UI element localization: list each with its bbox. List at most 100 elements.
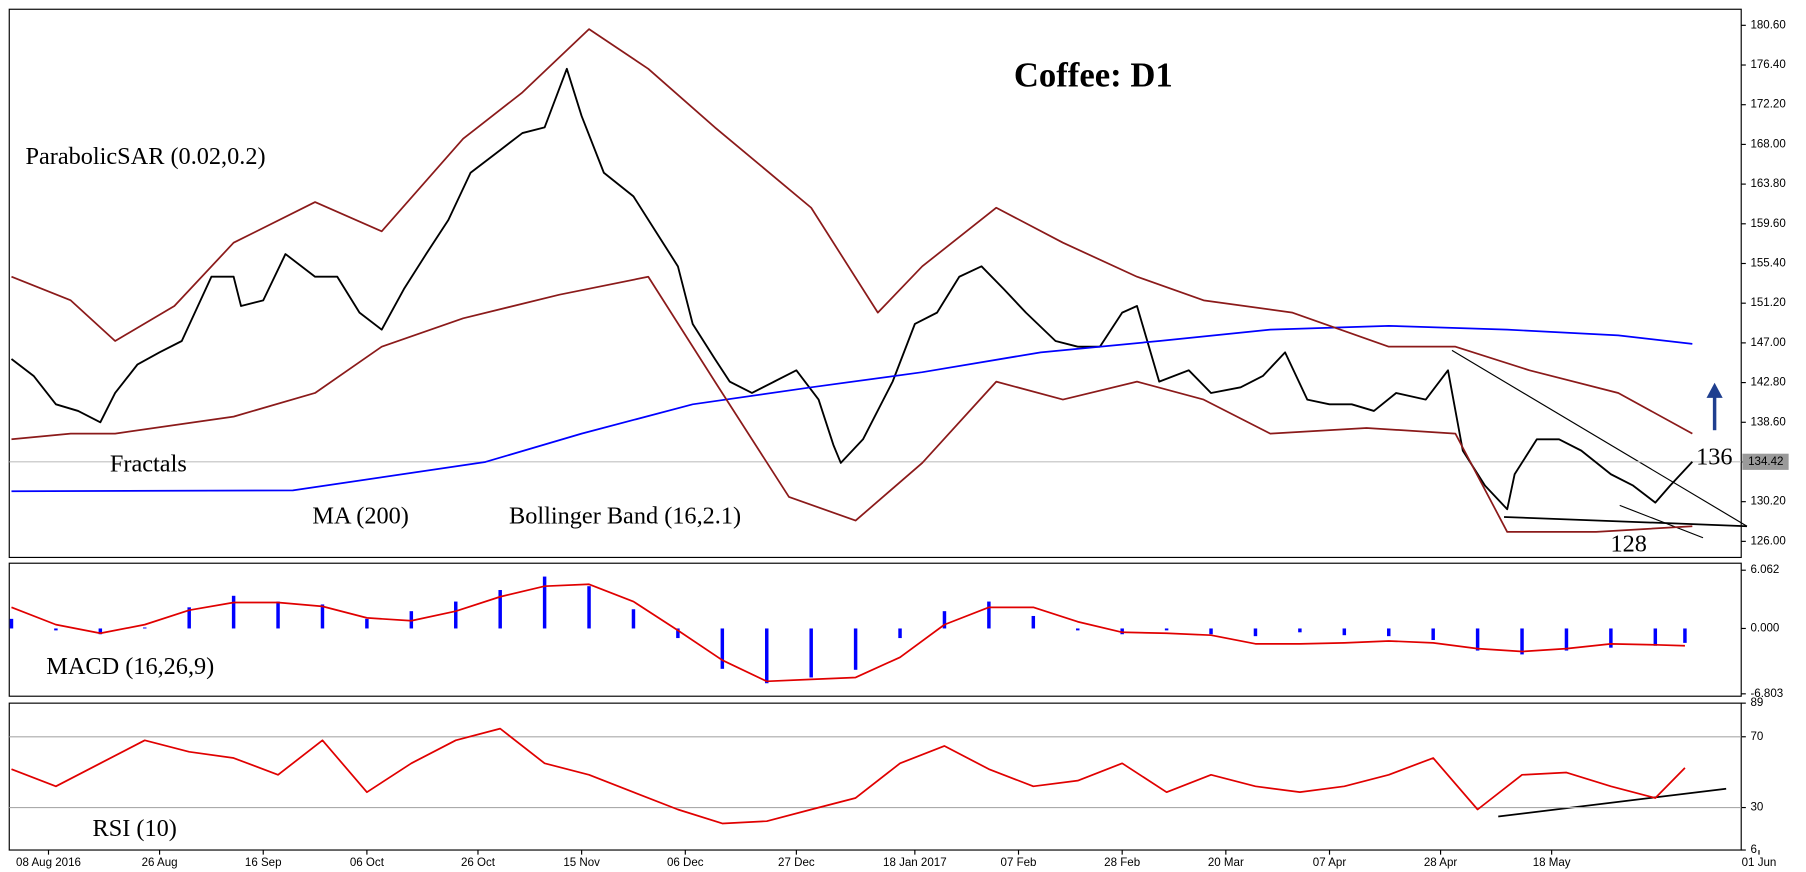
rsi-trend-line (1498, 787, 1727, 818)
y-tick-label: 168.00 (1750, 138, 1785, 150)
histogram-bar (942, 611, 947, 629)
x-tick-label: 06 Dec (667, 857, 704, 869)
histogram-bar (187, 607, 191, 629)
series-line (11, 325, 1693, 493)
arrow-head (1706, 382, 1723, 398)
series-label: MA (200) (312, 503, 408, 530)
histogram-bar (231, 595, 236, 629)
histogram-bar (9, 618, 14, 629)
histogram-bar (498, 590, 502, 629)
x-tick-label: 16 Sep (245, 857, 282, 869)
y-tick-label: 0.000 (1750, 623, 1779, 635)
y-tick-label: 126.00 (1750, 535, 1785, 547)
histogram-bar (1076, 628, 1080, 631)
y-tick-label: 176.40 (1750, 59, 1785, 71)
annotation: Bollinger Band (16,2.1) (509, 503, 741, 530)
histogram-bar (1683, 628, 1687, 643)
histogram-bar (587, 586, 591, 629)
x-tick-label: 15 Nov (563, 857, 600, 869)
y-tick-label: 155.40 (1750, 258, 1785, 270)
y-tick-label: 70 (1750, 731, 1763, 743)
histogram-bar (1031, 615, 1036, 629)
histogram-bar (365, 618, 369, 629)
histogram-bar (809, 628, 813, 678)
trend-line (1619, 504, 1704, 539)
y-tick-label: 159.60 (1750, 218, 1785, 230)
x-tick-label: 20 Mar (1208, 857, 1244, 869)
x-tick-label: 07 Feb (1001, 857, 1037, 869)
y-tick-label: 30 (1750, 802, 1763, 814)
histogram-bar (1253, 628, 1258, 637)
histogram-bar (409, 611, 414, 629)
annotation: Fractals (110, 451, 187, 478)
x-tick-label: 01 Jun (1742, 857, 1777, 869)
annotation: 136 (1696, 444, 1732, 471)
x-tick-label: 08 Aug 2016 (16, 857, 81, 869)
histogram-bar (454, 601, 458, 629)
last-value-box (1742, 453, 1789, 470)
series-line (11, 727, 1686, 825)
histogram-bar (1475, 628, 1480, 651)
histogram-bar (54, 628, 58, 631)
x-tick-label: 28 Apr (1424, 857, 1458, 869)
histogram-bar (320, 604, 325, 629)
last-value-label: 134.42 (1748, 456, 1783, 468)
indicator-title: MACD (16,26,9) (46, 653, 214, 680)
y-tick-label: 89 (1750, 697, 1763, 709)
histogram-bar (1120, 628, 1124, 635)
x-tick-label: 28 Feb (1104, 857, 1140, 869)
histogram-bar (1653, 628, 1658, 646)
histogram-bar (853, 628, 858, 670)
histogram-bar (720, 628, 725, 669)
x-tick-label: 27 Dec (778, 857, 815, 869)
histogram-bar (631, 609, 636, 629)
y-tick-label: 6.062 (1750, 564, 1779, 576)
histogram-bar (1209, 628, 1213, 635)
series-line (11, 275, 1693, 533)
x-tick-label: 26 Oct (461, 857, 496, 869)
histogram-bar (1342, 628, 1347, 636)
y-tick-label: 172.20 (1750, 99, 1785, 111)
histogram-bar (542, 576, 547, 629)
trend-line (1504, 516, 1748, 528)
y-tick-label: 180.60 (1750, 19, 1785, 31)
histogram-bar (143, 627, 147, 629)
y-tick-label: 6 (1750, 844, 1756, 856)
series-line (11, 583, 1685, 683)
trend-line (1451, 349, 1748, 527)
histogram-bar (1164, 628, 1169, 631)
x-tick-label: 26 Aug (142, 857, 178, 869)
y-tick-label: 147.00 (1750, 337, 1785, 349)
histogram-bar (987, 601, 991, 629)
x-tick-label: 18 May (1533, 857, 1571, 869)
indicator-title: RSI (10) (93, 815, 177, 842)
histogram-bar (1520, 628, 1524, 655)
y-tick-label: 130.20 (1750, 496, 1785, 508)
histogram-bar (1564, 628, 1569, 651)
x-tick-label: 18 Jan 2017 (883, 857, 947, 869)
annotation: ParabolicSAR (0.02,0.2) (25, 143, 265, 170)
histogram-bar (898, 628, 902, 639)
x-tick-label: 06 Oct (350, 857, 385, 869)
series-line (11, 28, 1693, 435)
histogram-bar (676, 628, 680, 639)
y-tick-label: 138.60 (1750, 416, 1785, 428)
series-line (10, 67, 1694, 511)
y-tick-label: 142.80 (1750, 377, 1785, 389)
histogram-bar (98, 628, 103, 635)
histogram-bar (1298, 628, 1302, 633)
x-tick-label: 07 Apr (1313, 857, 1347, 869)
macd-panel (8, 562, 1742, 697)
price-panel (8, 8, 1742, 559)
histogram-bar (276, 601, 280, 629)
y-tick-label: 163.80 (1750, 178, 1785, 190)
rsi-panel (8, 702, 1742, 851)
histogram-bar (1609, 628, 1613, 648)
histogram-bar (1431, 628, 1435, 640)
histogram-bar (1387, 628, 1391, 637)
annotation: 128 (1610, 530, 1646, 557)
y-tick-label: -6.803 (1750, 688, 1783, 700)
